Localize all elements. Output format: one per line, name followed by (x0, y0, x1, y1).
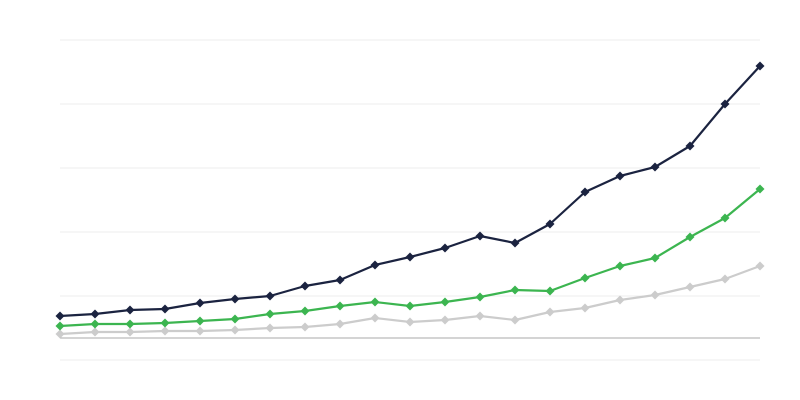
data-point (370, 313, 380, 323)
data-point (510, 285, 520, 295)
data-point (90, 319, 100, 329)
data-point (685, 282, 695, 292)
data-point (615, 171, 625, 181)
data-point (125, 327, 135, 337)
data-point (55, 329, 65, 339)
data-point (300, 306, 310, 316)
data-point (405, 301, 415, 311)
data-point (230, 314, 240, 324)
data-point (300, 322, 310, 332)
data-point (160, 318, 170, 328)
data-point (440, 297, 450, 307)
data-point (125, 305, 135, 315)
data-point (510, 315, 520, 325)
data-point (195, 316, 205, 326)
data-point (370, 260, 380, 270)
data-point (300, 281, 310, 291)
data-point (720, 274, 730, 284)
data-point (475, 311, 485, 321)
data-point (510, 238, 520, 248)
data-point (545, 286, 555, 296)
data-point (230, 294, 240, 304)
data-point (685, 141, 695, 151)
data-point (370, 297, 380, 307)
data-point (475, 292, 485, 302)
data-point (265, 291, 275, 301)
data-point (650, 162, 660, 172)
data-point (755, 61, 765, 71)
data-point (195, 298, 205, 308)
data-point (160, 326, 170, 336)
data-point (580, 273, 590, 283)
data-point (160, 304, 170, 314)
data-point (335, 275, 345, 285)
data-point (440, 243, 450, 253)
data-point (580, 187, 590, 197)
data-point (55, 321, 65, 331)
data-point (580, 303, 590, 313)
data-point (650, 253, 660, 263)
data-point (90, 327, 100, 337)
data-point (440, 315, 450, 325)
data-point (335, 319, 345, 329)
data-point (545, 307, 555, 317)
data-point (265, 323, 275, 333)
data-point (230, 325, 240, 335)
data-point (475, 231, 485, 241)
data-point (755, 184, 765, 194)
data-point (195, 326, 205, 336)
data-point (755, 261, 765, 271)
data-point (265, 309, 275, 319)
data-point (685, 232, 695, 242)
data-point (335, 301, 345, 311)
data-point (720, 99, 730, 109)
data-point (615, 295, 625, 305)
data-point (125, 319, 135, 329)
data-point (545, 219, 555, 229)
data-point (720, 213, 730, 223)
data-point (650, 290, 660, 300)
data-point (405, 317, 415, 327)
data-point (405, 252, 415, 262)
data-point (90, 309, 100, 319)
data-point (55, 311, 65, 321)
data-point (615, 261, 625, 271)
